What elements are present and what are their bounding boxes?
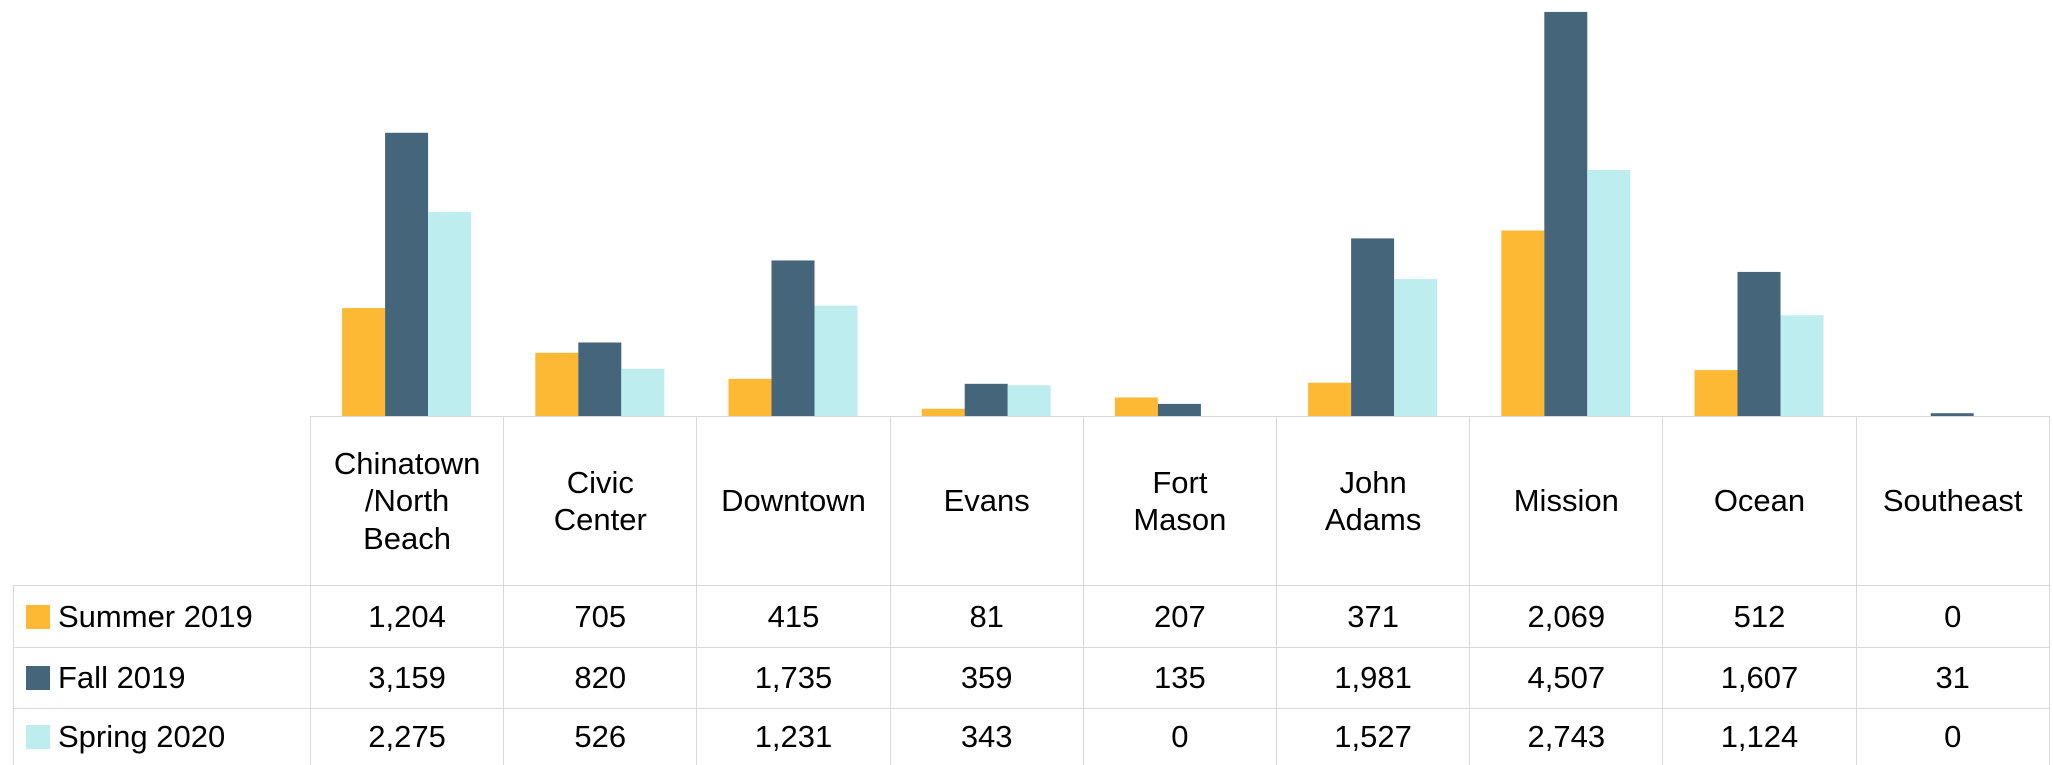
table-value: 1,124 xyxy=(1662,708,1857,765)
legend-swatch xyxy=(26,666,50,690)
legend-entry: Summer 2019 xyxy=(13,585,311,648)
table-value: 415 xyxy=(696,585,891,648)
table-value: 135 xyxy=(1082,647,1277,709)
table-value: 1,735 xyxy=(696,647,891,709)
category-label: Chinatown /North Beach xyxy=(310,416,505,586)
bar xyxy=(1930,413,1974,416)
table-value: 0 xyxy=(1855,585,2050,648)
bar xyxy=(814,305,858,416)
legend-swatch xyxy=(26,725,50,749)
bar xyxy=(1587,170,1631,416)
table-value: 207 xyxy=(1082,585,1277,648)
table-value: 0 xyxy=(1855,708,2050,765)
legend-label: Summer 2019 xyxy=(58,598,253,634)
category-label: Evans xyxy=(889,416,1084,586)
bar xyxy=(578,342,622,416)
bar xyxy=(964,383,1008,416)
bar xyxy=(1694,370,1738,416)
bar xyxy=(1544,11,1588,417)
bar xyxy=(1114,397,1158,416)
bar xyxy=(535,352,579,416)
legend-label: Spring 2020 xyxy=(58,719,226,755)
table-value: 3,159 xyxy=(310,647,505,709)
bar xyxy=(921,408,965,416)
category-label: Southeast xyxy=(1855,416,2050,586)
category-label: Fort Mason xyxy=(1082,416,1277,586)
table-value: 512 xyxy=(1662,585,1857,648)
category-label: Mission xyxy=(1469,416,1664,586)
table-value: 343 xyxy=(889,708,1084,765)
table-value: 1,204 xyxy=(310,585,505,648)
category-label: Ocean xyxy=(1662,416,1857,586)
legend-swatch xyxy=(26,604,50,629)
bar xyxy=(1351,238,1395,416)
table-value: 705 xyxy=(503,585,698,648)
table-value: 359 xyxy=(889,647,1084,709)
bar xyxy=(1007,385,1051,416)
legend-entry: Spring 2020 xyxy=(13,708,311,765)
bar xyxy=(621,368,665,416)
bar xyxy=(385,132,429,417)
table-value: 526 xyxy=(503,708,698,765)
category-label: John Adams xyxy=(1276,416,1471,586)
bar xyxy=(342,308,386,416)
bar xyxy=(771,260,815,416)
bar xyxy=(1501,230,1545,416)
table-value: 820 xyxy=(503,647,698,709)
table-value: 2,743 xyxy=(1469,708,1664,765)
table-value: 0 xyxy=(1082,708,1277,765)
table-value: 371 xyxy=(1276,585,1471,648)
bar xyxy=(428,212,472,416)
bar xyxy=(1737,271,1781,416)
bar xyxy=(1780,315,1824,416)
table-value: 2,069 xyxy=(1469,585,1664,648)
bar xyxy=(728,378,772,416)
table-value: 1,607 xyxy=(1662,647,1857,709)
table-value: 1,231 xyxy=(696,708,891,765)
table-value: 81 xyxy=(889,585,1084,648)
legend-entry: Fall 2019 xyxy=(13,647,311,709)
table-value: 31 xyxy=(1855,647,2050,709)
bar xyxy=(1394,279,1438,416)
bar xyxy=(1157,403,1201,416)
plot-area xyxy=(342,11,1974,417)
table-value: 2,275 xyxy=(310,708,505,765)
category-label: Civic Center xyxy=(503,416,698,586)
table-value: 1,981 xyxy=(1276,647,1471,709)
table-value: 1,527 xyxy=(1276,708,1471,765)
legend-label: Fall 2019 xyxy=(58,660,186,696)
bar xyxy=(1308,382,1352,416)
table-value: 4,507 xyxy=(1469,647,1664,709)
category-label: Downtown xyxy=(696,416,891,586)
